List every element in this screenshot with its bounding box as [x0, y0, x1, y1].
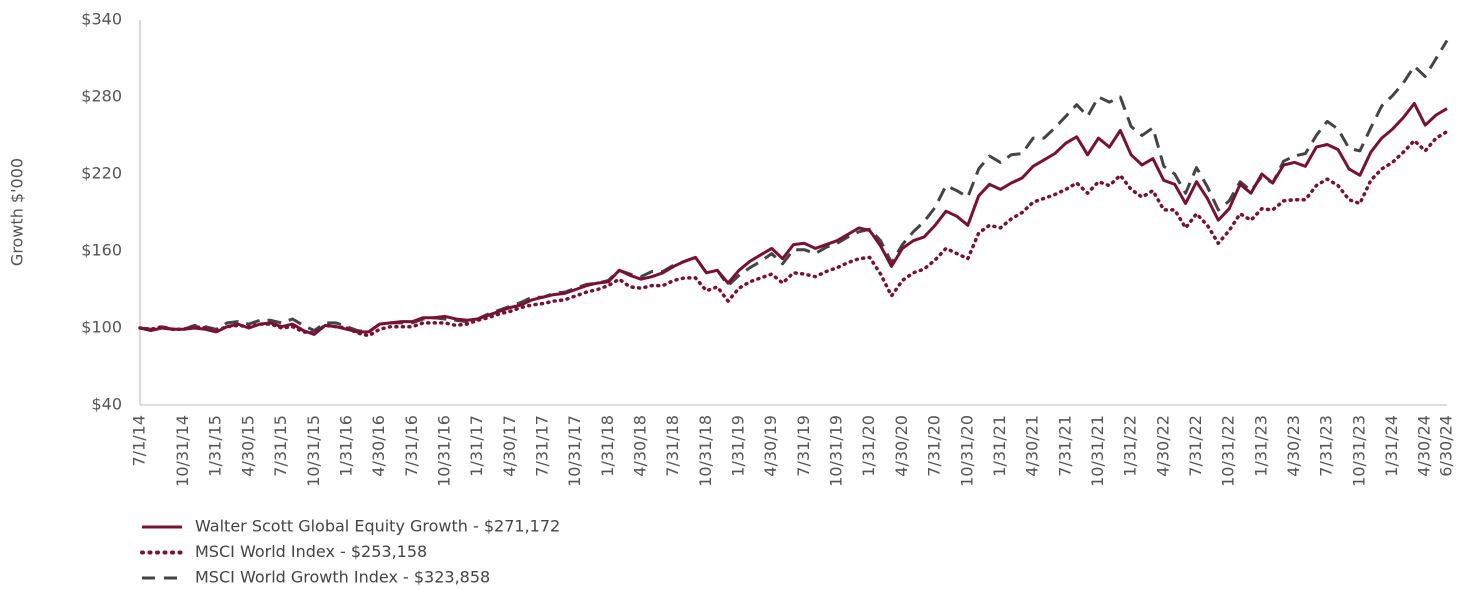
x-tick-label: 7/31/19	[794, 415, 813, 477]
x-tick-label: 7/31/17	[532, 415, 551, 477]
x-tick-label: 7/31/15	[271, 415, 290, 477]
legend-label: Walter Scott Global Equity Growth - $271…	[195, 517, 560, 536]
x-tick-label: 6/30/24	[1437, 415, 1456, 477]
x-tick-label: 7/31/21	[1055, 415, 1074, 477]
x-tick-label: 10/31/20	[957, 415, 976, 487]
series-line	[139, 39, 1449, 334]
x-tick-label: 4/30/21	[1023, 415, 1042, 477]
x-tick-label: 1/31/17	[467, 415, 486, 477]
x-tick-label: 1/31/23	[1251, 415, 1270, 477]
x-tick-label: 4/30/19	[761, 415, 780, 477]
x-tick-label: 10/31/16	[434, 415, 453, 487]
y-tick-label: $220	[81, 164, 122, 183]
x-tick-label: 4/30/18	[631, 415, 650, 477]
x-tick-label: 1/31/15	[206, 415, 225, 477]
x-tick-label: 4/30/20	[892, 415, 911, 477]
y-tick-label: $160	[81, 241, 122, 260]
x-tick-label: 7/31/16	[402, 415, 421, 477]
x-tick-label: 1/31/20	[859, 415, 878, 477]
legend-label: MSCI World Index - $253,158	[195, 542, 427, 561]
y-axis-title: Growth $'000	[8, 158, 27, 266]
x-tick-label: 10/31/21	[1088, 415, 1107, 487]
x-tick-label: 10/31/23	[1349, 415, 1368, 487]
x-tick-label: 10/31/18	[696, 415, 715, 487]
x-tick-label: 1/31/18	[598, 415, 617, 477]
y-tick-label: $100	[81, 318, 122, 337]
x-tick-label: 7/1/14	[130, 415, 149, 467]
legend-label: MSCI World Growth Index - $323,858	[195, 568, 490, 587]
x-tick-label: 4/30/23	[1284, 415, 1303, 477]
x-tick-label: 7/31/18	[663, 415, 682, 477]
x-tick-label: 4/30/17	[500, 415, 519, 477]
x-tick-label: 10/31/17	[565, 415, 584, 487]
x-tick-label: 4/30/16	[369, 415, 388, 477]
x-tick-label: 1/31/22	[1121, 415, 1140, 477]
x-tick-label: 10/31/15	[304, 415, 323, 487]
x-tick-label: 4/30/22	[1153, 415, 1172, 477]
y-tick-label: $280	[81, 87, 122, 106]
series-line	[139, 101, 1448, 336]
x-tick-label: 1/31/19	[729, 415, 748, 477]
series-line	[138, 129, 1449, 338]
x-tick-label: 1/31/21	[990, 415, 1009, 477]
x-tick-label: 1/31/24	[1382, 415, 1401, 477]
x-tick-label: 1/31/16	[336, 415, 355, 477]
x-tick-label: 7/31/20	[925, 415, 944, 477]
x-tick-label: 7/31/23	[1317, 415, 1336, 477]
x-tick-label: 7/31/22	[1186, 415, 1205, 477]
y-tick-label: $40	[91, 395, 122, 414]
x-tick-label: 4/30/15	[238, 415, 257, 477]
y-tick-label: $340	[81, 10, 122, 29]
x-tick-label: 10/31/22	[1219, 415, 1238, 487]
x-tick-label: 4/30/24	[1415, 415, 1434, 477]
x-tick-label: 10/31/14	[173, 415, 192, 487]
x-tick-label: 10/31/19	[827, 415, 846, 487]
